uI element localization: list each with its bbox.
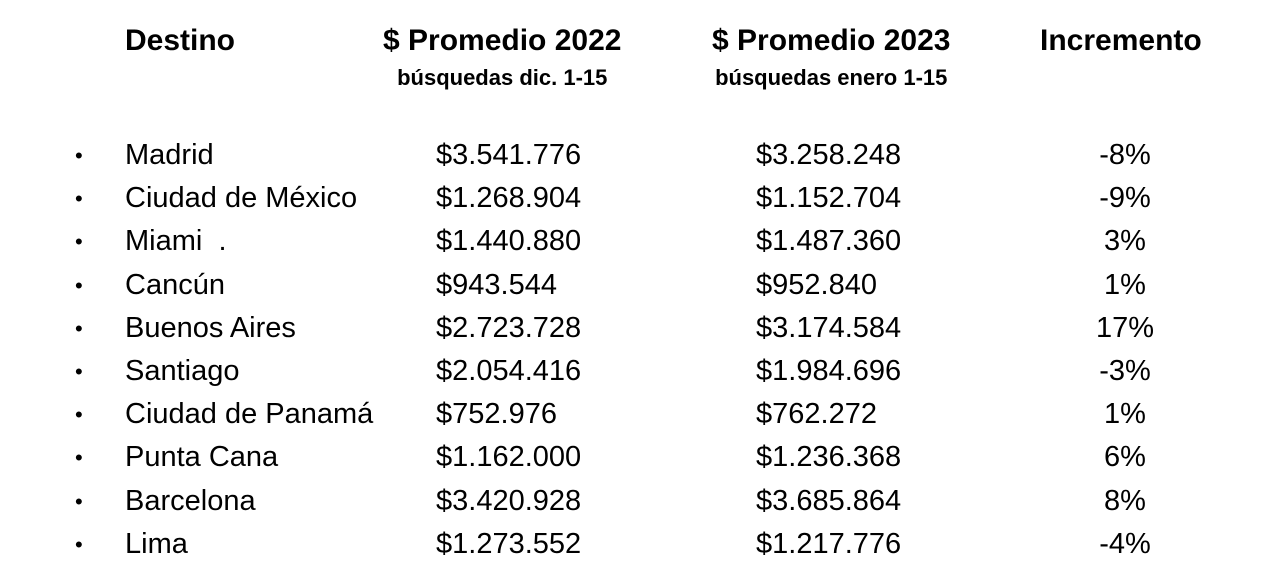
promedio-2022-cell: $3.420.928 xyxy=(436,484,582,517)
incremento-cell: -4% xyxy=(1099,527,1151,560)
bullet-icon: • xyxy=(75,272,83,298)
promedio-2023-cell: $1.984.696 xyxy=(756,354,902,387)
promedio-2022-cell: $943.544 xyxy=(436,268,557,301)
header-destino: Destino xyxy=(125,24,236,57)
bullet-icon: • xyxy=(75,358,83,384)
header-promedio-2023-title: $ Promedio 2023 xyxy=(712,24,951,57)
header-promedio-2022: $ Promedio 2022 búsquedas dic. 1-15 xyxy=(383,22,621,92)
list-item: • Barcelona $3.420.928 $3.685.864 8% xyxy=(0,480,1280,523)
destino-cell: Cancún xyxy=(125,268,225,301)
bullet-icon: • xyxy=(75,488,83,514)
promedio-2023-cell: $1.217.776 xyxy=(756,527,902,560)
destino-cell: Buenos Aires xyxy=(125,311,296,344)
destino-cell: Ciudad de Panamá xyxy=(125,398,374,431)
promedio-2023-cell: $1.236.368 xyxy=(756,441,902,474)
promedio-2022-cell: $1.162.000 xyxy=(436,441,582,474)
header-promedio-2022-subtitle: búsquedas dic. 1-15 xyxy=(397,65,608,90)
promedio-2022-cell: $1.268.904 xyxy=(436,182,582,215)
incremento-cell: 3% xyxy=(1104,225,1146,258)
promedio-2023-cell: $3.685.864 xyxy=(756,484,902,517)
header-incremento: Incremento xyxy=(1040,24,1202,57)
list-item: • Buenos Aires $2.723.728 $3.174.584 17% xyxy=(0,307,1280,350)
header-promedio-2023: $ Promedio 2023 búsquedas enero 1-15 xyxy=(712,22,950,92)
bullet-icon: • xyxy=(75,143,83,168)
promedio-2023-cell: $3.258.248 xyxy=(756,139,902,171)
destination-list: • Madrid $3.541.776 $3.258.248 -8% • Ciu… xyxy=(0,134,1280,566)
promedio-2023-cell: $762.272 xyxy=(756,398,877,431)
promedio-2022-cell: $3.541.776 xyxy=(436,139,582,171)
list-item: • Cancún $943.544 $952.840 1% xyxy=(0,264,1280,307)
destino-cell: Lima xyxy=(125,527,188,560)
incremento-cell: 8% xyxy=(1104,484,1146,517)
incremento-cell: -8% xyxy=(1099,139,1151,171)
promedio-2022-cell: $1.440.880 xyxy=(436,225,582,258)
destino-cell: Santiago xyxy=(125,354,240,387)
destino-cell: Barcelona xyxy=(125,484,256,517)
list-item: • Lima $1.273.552 $1.217.776 -4% xyxy=(0,523,1280,566)
list-item: • Ciudad de Panamá $752.976 $762.272 1% xyxy=(0,393,1280,436)
destino-cell: Punta Cana xyxy=(125,441,279,474)
bullet-icon: • xyxy=(75,186,83,212)
incremento-cell: 1% xyxy=(1104,398,1146,431)
bullet-icon: • xyxy=(75,402,83,428)
bullet-icon: • xyxy=(75,229,83,255)
promedio-2022-cell: $2.723.728 xyxy=(436,311,582,344)
header-promedio-2022-title: $ Promedio 2022 xyxy=(383,24,622,57)
list-item: • Ciudad de México $1.268.904 $1.152.704… xyxy=(0,177,1280,220)
bullet-icon: • xyxy=(75,315,83,341)
incremento-cell: -9% xyxy=(1099,182,1151,215)
incremento-cell: 6% xyxy=(1104,441,1146,474)
incremento-cell: 17% xyxy=(1095,311,1155,344)
incremento-cell: 1% xyxy=(1104,268,1146,301)
incremento-cell: -3% xyxy=(1099,354,1151,387)
header-promedio-2023-subtitle: búsquedas enero 1-15 xyxy=(715,65,948,90)
list-item: • Punta Cana $1.162.000 $1.236.368 6% xyxy=(0,436,1280,479)
destino-cell: Madrid xyxy=(125,139,214,171)
destino-cell: Miami . xyxy=(125,225,227,258)
list-item: • Madrid $3.541.776 $3.258.248 -8% xyxy=(0,134,1280,177)
promedio-2022-cell: $1.273.552 xyxy=(436,527,582,560)
bullet-icon: • xyxy=(75,531,83,557)
bullet-icon: • xyxy=(75,445,83,471)
promedio-2023-cell: $1.487.360 xyxy=(756,225,902,258)
destino-cell: Ciudad de México xyxy=(125,182,358,215)
promedio-2023-cell: $3.174.584 xyxy=(756,311,902,344)
list-item: • Miami . $1.440.880 $1.487.360 3% xyxy=(0,220,1280,263)
list-item: • Santiago $2.054.416 $1.984.696 -3% xyxy=(0,350,1280,393)
promedio-2022-cell: $2.054.416 xyxy=(436,354,582,387)
promedio-2023-cell: $952.840 xyxy=(756,268,877,301)
promedio-2023-cell: $1.152.704 xyxy=(756,182,902,215)
promedio-2022-cell: $752.976 xyxy=(436,398,557,431)
